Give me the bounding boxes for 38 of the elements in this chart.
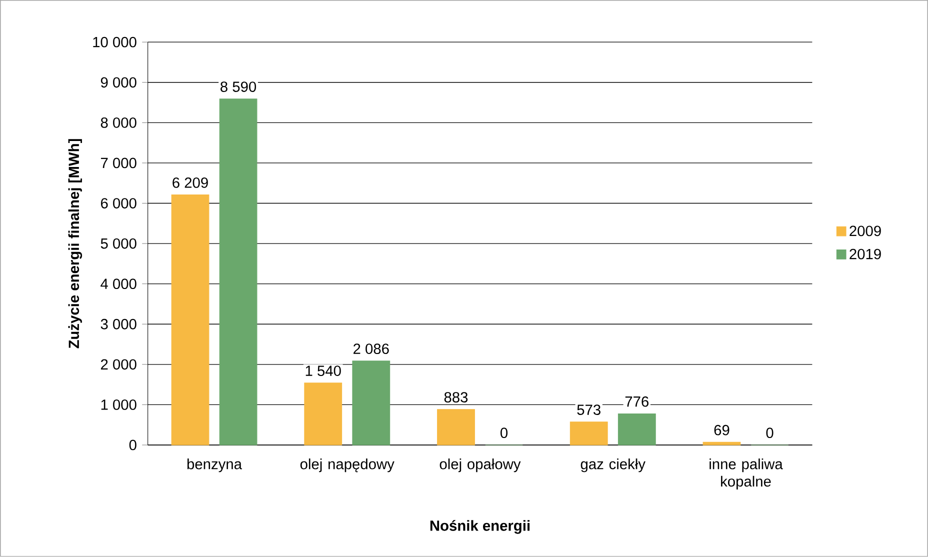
x-tick-label: benzyna — [187, 458, 242, 472]
x-tick-label: olej napędowy — [300, 458, 394, 472]
bar — [437, 409, 475, 446]
data-label: 883 — [444, 392, 468, 403]
data-label: 776 — [625, 396, 648, 407]
y-axis-title: Zużycie energii finalnej [MWh] — [68, 139, 82, 348]
legend-label: 2019 — [850, 248, 881, 260]
legend-label: 2009 — [850, 226, 881, 236]
y-tick-label: 6 000 — [101, 198, 136, 209]
data-label: 2 086 — [354, 344, 389, 354]
data-label: 0 — [766, 428, 774, 438]
data-label: 0 — [500, 428, 508, 438]
data-label: 573 — [577, 404, 600, 416]
y-tick-label: 4 000 — [100, 278, 136, 290]
bar — [171, 194, 210, 446]
data-label: 8 590 — [220, 82, 256, 92]
y-tick-label: 7 000 — [101, 158, 136, 168]
x-tick-label: gaz ciekły — [580, 458, 646, 472]
y-tick-label: 10 000 — [93, 37, 136, 48]
x-tick-label: inne paliwa kopalne — [710, 458, 783, 490]
y-tick-label: 1 000 — [101, 400, 136, 410]
bar — [352, 360, 390, 446]
bar — [702, 442, 741, 446]
x-tick-label: olej opałowy — [440, 458, 521, 472]
x-axis-title: Nośnik energii — [430, 520, 530, 534]
y-tick-label: 8 000 — [100, 118, 136, 128]
bar — [618, 414, 656, 446]
y-tick-label: 5 000 — [100, 238, 136, 249]
y-tick-label: 3 000 — [100, 319, 136, 330]
bar — [570, 422, 608, 446]
y-tick-label: 0 — [129, 440, 136, 450]
bar — [304, 382, 342, 446]
bar — [219, 98, 258, 446]
data-label: 69 — [714, 425, 730, 436]
y-tick-label: 9 000 — [100, 77, 136, 88]
data-label: 6 209 — [172, 178, 208, 188]
y-tick-label: 2 000 — [100, 359, 136, 370]
data-label: 1 540 — [306, 366, 341, 376]
